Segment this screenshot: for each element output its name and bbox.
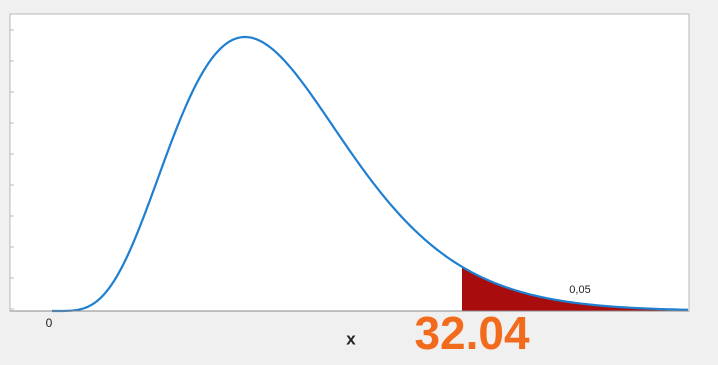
- tail-area: [462, 266, 688, 311]
- x-label: x: [346, 329, 356, 348]
- density-curve: [52, 35, 689, 313]
- plot-area: [9, 13, 690, 312]
- origin-label: 0: [46, 316, 53, 330]
- left-ticks: [10, 29, 14, 310]
- tail-area-label: 0,05: [569, 284, 590, 296]
- critical-value: 32.04: [414, 307, 530, 359]
